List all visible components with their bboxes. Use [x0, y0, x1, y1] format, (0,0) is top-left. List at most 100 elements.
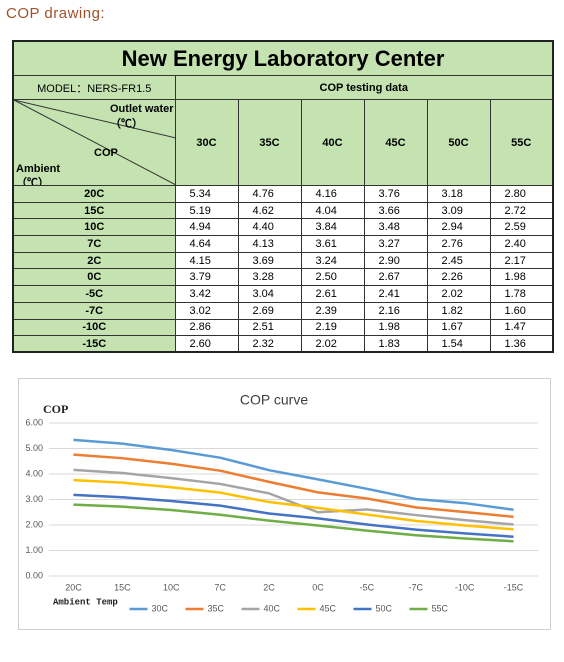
cell: 4.76 [237, 185, 302, 203]
cell: 2.67 [363, 268, 428, 287]
x-tick-label: 15C [114, 582, 131, 592]
cell: 1.83 [363, 335, 428, 353]
legend-label: 40C [264, 603, 281, 613]
cell: 2.51 [237, 318, 302, 337]
cell: 2.02 [300, 335, 365, 353]
legend-label: 50C [376, 603, 393, 613]
cell: 3.76 [363, 185, 428, 203]
cell: 2.90 [363, 251, 428, 270]
cell: 3.02 [174, 301, 239, 320]
row-label: 0C [12, 268, 176, 287]
cell: 2.61 [300, 285, 365, 303]
cell: 2.50 [300, 268, 365, 287]
cop-table: New Energy Laboratory Center MODEL：NERS-… [12, 40, 555, 354]
row-label: 10C [12, 218, 176, 237]
row-label: 7C [12, 235, 176, 253]
table-row: -15C 2.60 2.32 2.02 1.83 1.54 1.36 [12, 335, 554, 353]
table-row: 2C 4.15 3.69 3.24 2.90 2.45 2.17 [12, 251, 554, 270]
cell: 4.13 [237, 235, 302, 253]
cell: 2.80 [489, 185, 554, 203]
x-tick-label: 7C [214, 582, 226, 592]
cell: 4.15 [174, 251, 239, 270]
cell: 2.17 [489, 251, 554, 270]
column-header: 40C [300, 99, 365, 186]
cell: 2.94 [426, 218, 491, 237]
row-label: -5C [12, 285, 176, 303]
corner-diagonals [14, 100, 174, 185]
cell: 2.26 [426, 268, 491, 287]
corner-cell: Outlet water（℃） COP Ambient（℃） [12, 99, 176, 186]
cell: 3.48 [363, 218, 428, 237]
cell: 3.24 [300, 251, 365, 270]
row-label: 20C [12, 185, 176, 203]
y-tick-label: 5.00 [25, 443, 43, 453]
series-line [73, 493, 514, 538]
legend-label: 45C [320, 603, 337, 613]
group-header: COP testing data [174, 75, 554, 100]
chart-title: COP curve [240, 392, 308, 408]
row-label: -7C [12, 301, 176, 320]
x-tick-label: 20C [65, 582, 82, 592]
cell: 1.98 [363, 318, 428, 337]
row-label: 15C [12, 201, 176, 220]
column-header: 45C [363, 99, 428, 186]
heading: COP drawing: [6, 5, 106, 22]
x-tick-label: -7C [408, 582, 423, 592]
cell: 2.40 [489, 235, 554, 253]
table-row: -5C 3.42 3.04 2.61 2.41 2.02 1.78 [12, 285, 554, 303]
cell: 3.79 [174, 268, 239, 287]
series-line [73, 503, 514, 543]
cell: 3.04 [237, 285, 302, 303]
row-label: -15C [12, 335, 176, 353]
cell: 4.40 [237, 218, 302, 237]
row-label: -10C [12, 318, 176, 337]
cell: 2.45 [426, 251, 491, 270]
column-header: 35C [237, 99, 302, 186]
cell: 3.42 [174, 285, 239, 303]
y-tick-label: 4.00 [25, 468, 43, 478]
cell: 2.02 [426, 285, 491, 303]
cell: 2.86 [174, 318, 239, 337]
series-line [73, 453, 514, 519]
cell: 4.94 [174, 218, 239, 237]
x-tick-label: 0C [312, 582, 324, 592]
y-tick-label: 1.00 [25, 545, 43, 555]
cell: 1.98 [489, 268, 554, 287]
x-tick-label: 2C [263, 582, 275, 592]
cell: 2.32 [237, 335, 302, 353]
cell: 3.18 [426, 185, 491, 203]
column-header: 30C [174, 99, 239, 186]
series-line [73, 468, 514, 526]
cell: 1.67 [426, 318, 491, 337]
cell: 5.19 [174, 201, 239, 220]
cell: 1.54 [426, 335, 491, 353]
legend-label: 55C [432, 603, 449, 613]
series-line [73, 438, 514, 511]
cell: 2.16 [363, 301, 428, 320]
table-row: 15C 5.19 4.62 4.04 3.66 3.09 2.72 [12, 201, 554, 220]
y-axis-label: COP [43, 402, 68, 416]
table-row: -7C 3.02 2.69 2.39 2.16 1.82 1.60 [12, 301, 554, 320]
y-tick-label: 2.00 [25, 519, 43, 529]
table-row: 10C 4.94 4.40 3.84 3.48 2.94 2.59 [12, 218, 554, 237]
x-tick-label: 10C [163, 582, 180, 592]
table-title: New Energy Laboratory Center [12, 40, 554, 76]
cell: 4.64 [174, 235, 239, 253]
table-row: 0C 3.79 3.28 2.50 2.67 2.26 1.98 [12, 268, 554, 287]
cell: 2.69 [237, 301, 302, 320]
cell: 2.59 [489, 218, 554, 237]
corner-ambient: Ambient（℃） [16, 163, 60, 186]
cell: 2.76 [426, 235, 491, 253]
cell: 5.34 [174, 185, 239, 203]
chart: COP curve COP Ambient Temp 0.00 1.00 2.00 3… [18, 378, 551, 630]
series-line [73, 478, 514, 531]
cell: 1.78 [489, 285, 554, 303]
column-header: 50C [426, 99, 491, 186]
cell: 4.04 [300, 201, 365, 220]
cell: 3.66 [363, 201, 428, 220]
cell: 3.61 [300, 235, 365, 253]
table-row: 7C 4.64 4.13 3.61 3.27 2.76 2.40 [12, 235, 554, 253]
cell: 3.84 [300, 218, 365, 237]
y-tick-label: 6.00 [25, 417, 43, 427]
cell: 3.28 [237, 268, 302, 287]
